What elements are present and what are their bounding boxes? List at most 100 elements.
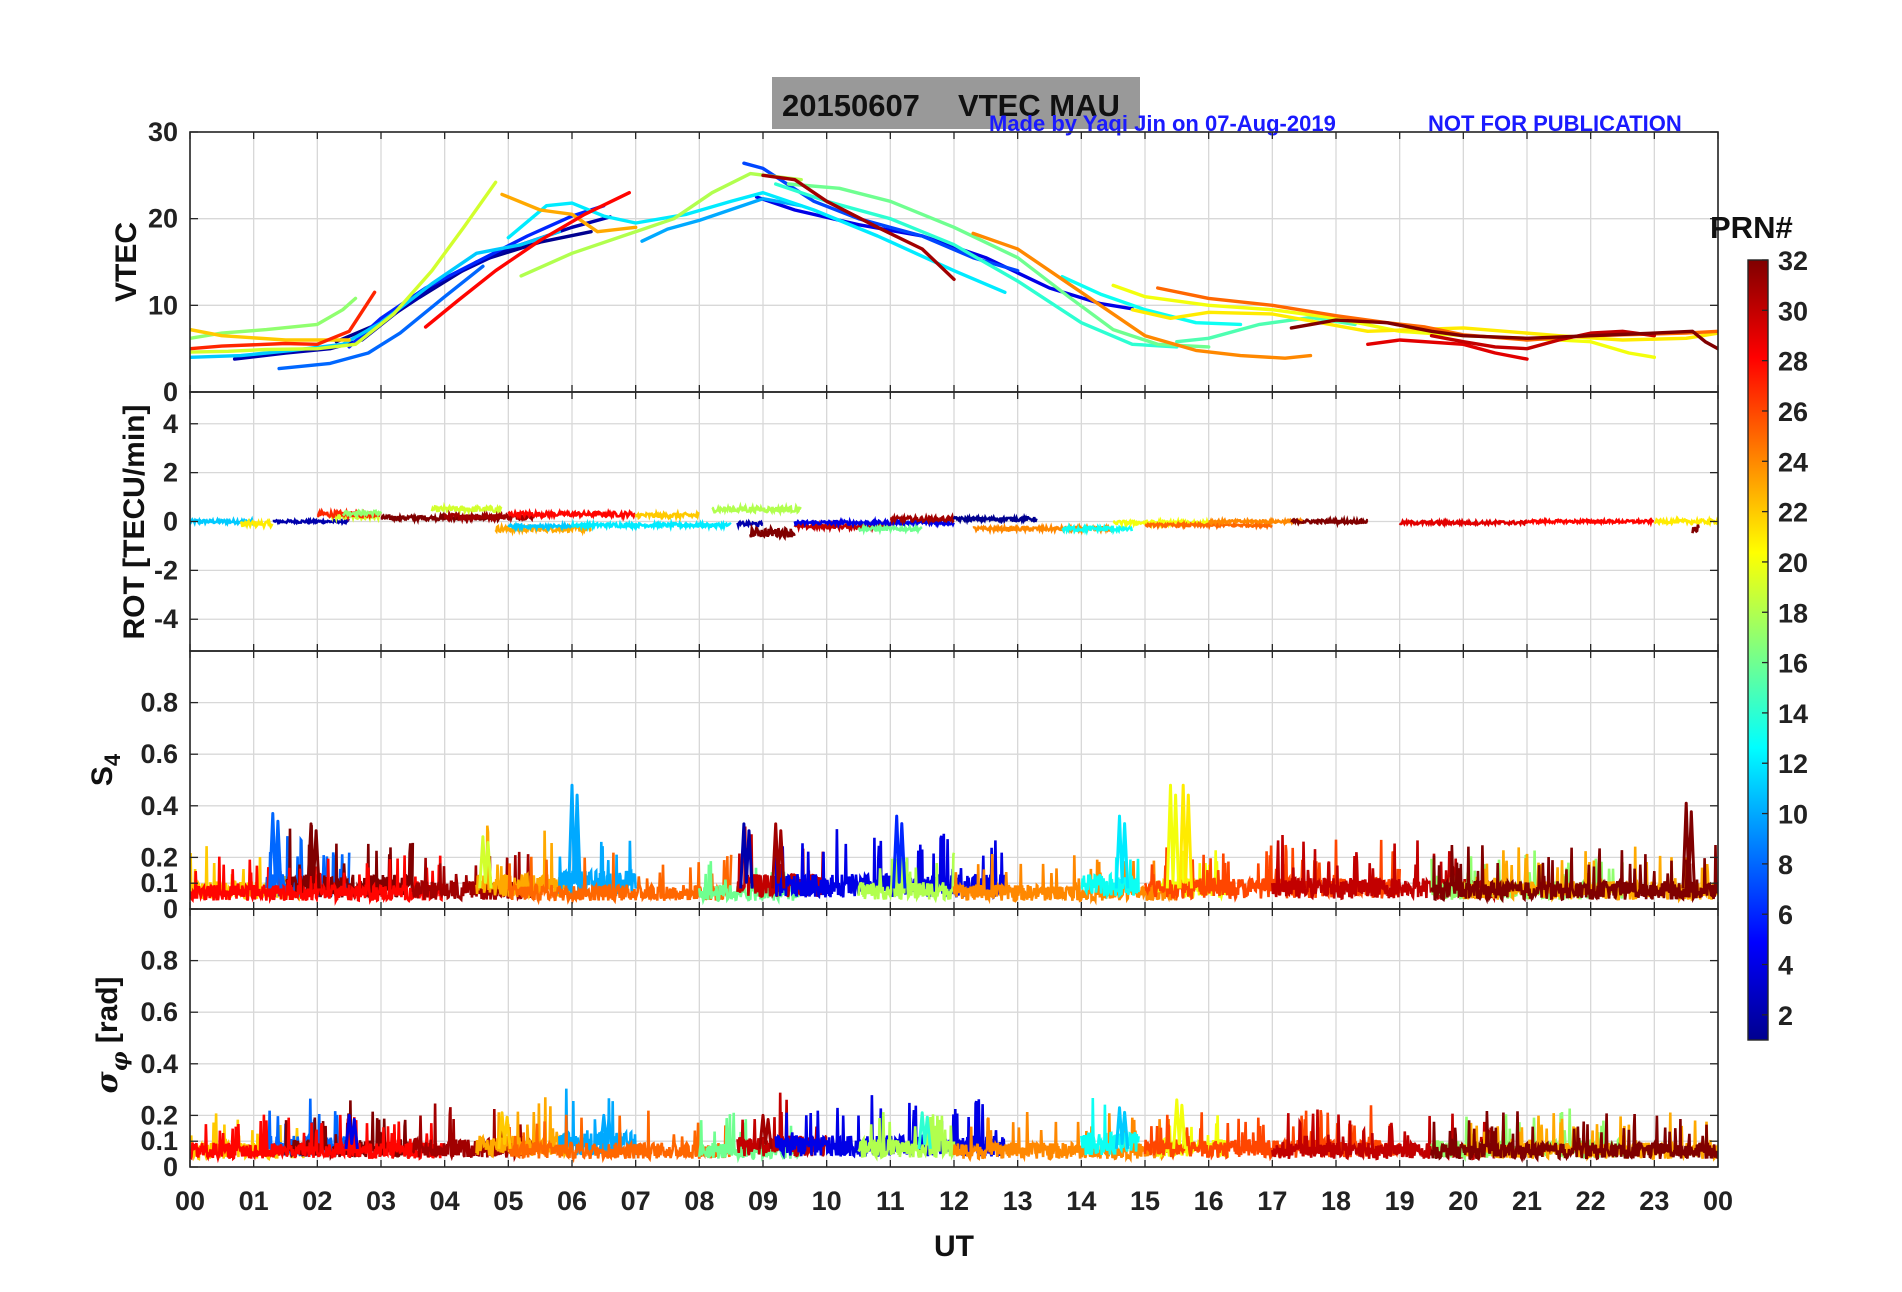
y-tick-label: -2 (154, 555, 178, 585)
panel-frame-sigma (189, 908, 1719, 1168)
rot-line-prn-16 (857, 522, 923, 536)
y-tick-label: 30 (148, 117, 178, 147)
vtec-line-prn-24 (971, 231, 1313, 360)
colorbar-gradient (1748, 260, 1768, 1040)
x-tick-label: 08 (684, 1186, 714, 1216)
vtec-line-prn-27 (190, 290, 377, 351)
title-date: 20150607 (782, 88, 920, 123)
s4-spike-prn-19 (478, 835, 493, 889)
y-tick-label: 0 (163, 377, 178, 407)
rot-line-prn-22 (634, 508, 700, 522)
rot-line-prn-31 (889, 512, 955, 527)
y-tick-label: 20 (148, 204, 178, 234)
colorbar-tick-label: 2 (1778, 1001, 1793, 1031)
colorbar-tick-label: 24 (1778, 447, 1808, 477)
y-tick-label: 4 (163, 409, 178, 439)
rot-line-prn-24 (1208, 515, 1306, 527)
y-tick-label: 0.8 (140, 688, 178, 718)
ylabel-vtec: VTEC (110, 222, 143, 302)
x-tick-label: 19 (1385, 1186, 1415, 1216)
rot-line-prn-4 (793, 515, 955, 530)
y-tick-label: 0.6 (140, 739, 178, 769)
x-tick-label: 11 (876, 1186, 905, 1216)
s4-spike-prn-32 (306, 822, 321, 889)
rot-series (190, 501, 1718, 542)
title-text: VTEC MAU (958, 88, 1120, 123)
y-tick-label: 0 (163, 507, 178, 537)
y-tick-label: 0.4 (140, 1049, 178, 1079)
x-tick-label: 18 (1321, 1186, 1351, 1216)
vtec-line-prn-14 (774, 182, 1179, 349)
colorbar-tick-label: 6 (1778, 900, 1793, 930)
colorbar-tick-label: 22 (1778, 498, 1808, 528)
rot-line-prn-11 (190, 515, 255, 528)
y-tick-label: 0.6 (140, 997, 178, 1027)
rot-line-prn-25 (1144, 519, 1273, 531)
y-tick-label: 0.2 (140, 842, 178, 872)
rot-line-prn-28 (1526, 516, 1654, 528)
y-tick-label: 0 (163, 894, 178, 924)
rot-line-prn-32 (1290, 514, 1369, 529)
s4-spike-prn-20 (1165, 783, 1181, 889)
rot-line-prn-19 (430, 501, 503, 516)
x-tick-label: 04 (430, 1186, 460, 1216)
x-tick-label: 10 (812, 1186, 842, 1216)
s4-spike-prn-12 (1114, 814, 1130, 889)
colorbar-tick-label: 30 (1778, 296, 1808, 326)
rot-line-prn-18 (711, 501, 802, 517)
x-tick-label: 05 (493, 1186, 523, 1216)
x-tick-label: 20 (1448, 1186, 1478, 1216)
x-tick-label: 22 (1576, 1186, 1606, 1216)
colorbar-tick-label: 32 (1778, 246, 1808, 276)
sigma-line-prn-32 (1430, 1110, 1718, 1164)
vtec-line-prn-12 (506, 191, 1007, 294)
s4-line-prn-18 (857, 852, 956, 904)
vtec-line-prn-29 (1366, 338, 1529, 361)
vtec-line-prn-13 (1060, 275, 1243, 327)
s4-line-prn-13 (1080, 857, 1140, 900)
x-tick-label: 02 (302, 1186, 332, 1216)
vtec-line-prn-8 (277, 264, 485, 371)
x-tick-label: 09 (748, 1186, 778, 1216)
colorbar-tick-label: 10 (1778, 800, 1808, 830)
sigma-line-prn-18 (857, 1112, 956, 1162)
ylabel-rot: ROT [TECU/min] (118, 405, 151, 640)
ylabel-s4: S4 (86, 753, 125, 786)
sigma-series (190, 1088, 1718, 1164)
colorbar-tick-label: 16 (1778, 649, 1808, 679)
ylabel-sigma: σφ [rad] (90, 976, 133, 1093)
vtec-line-prn-15 (1175, 315, 1357, 344)
s4-spike-prn-6 (892, 814, 907, 889)
x-tick-label: 00 (1703, 1186, 1733, 1216)
vtec-line-prn-17 (190, 296, 358, 340)
s4-spike-prn-2 (739, 822, 754, 889)
s4-spike-prn-32 (1681, 801, 1696, 889)
x-tick-label: 16 (1194, 1186, 1224, 1216)
s4-line-prn-32 (1430, 844, 1718, 905)
vtec-line-prn-22 (190, 327, 351, 342)
title-box: 20150607 VTEC MAU (772, 77, 1140, 129)
x-tick-label: 13 (1003, 1186, 1033, 1216)
y-tick-label: 10 (148, 290, 178, 320)
vtec-line-prn-19 (190, 180, 498, 354)
vtec-series (190, 161, 1718, 371)
s4-spike-prn-21 (1178, 783, 1193, 889)
sigma-spike-prn-4 (344, 1113, 359, 1150)
axes-layer: 0102030-4-202400.10.20.40.60.800.10.20.4… (140, 117, 1733, 1216)
y-tick-label: 0.1 (140, 868, 178, 898)
vtec-line-prn-18 (519, 171, 803, 278)
rot-line-prn-2 (272, 516, 350, 526)
sigma-spike-prn-22 (497, 1111, 512, 1150)
s4-spike-prn-8 (268, 812, 283, 889)
rot-line-prn-32 (1691, 524, 1700, 534)
s4-spike-prn-10 (567, 783, 582, 889)
s4-spike-prn-31 (771, 822, 786, 889)
s4-line-prn-10 (558, 833, 637, 897)
colorbar-tick-label: 18 (1778, 598, 1808, 628)
y-tick-label: 0.8 (140, 946, 178, 976)
vtec-line-prn-10 (640, 197, 803, 243)
colorbar-tick-label: 20 (1778, 548, 1808, 578)
sigma-spike-prn-10 (599, 1113, 614, 1150)
